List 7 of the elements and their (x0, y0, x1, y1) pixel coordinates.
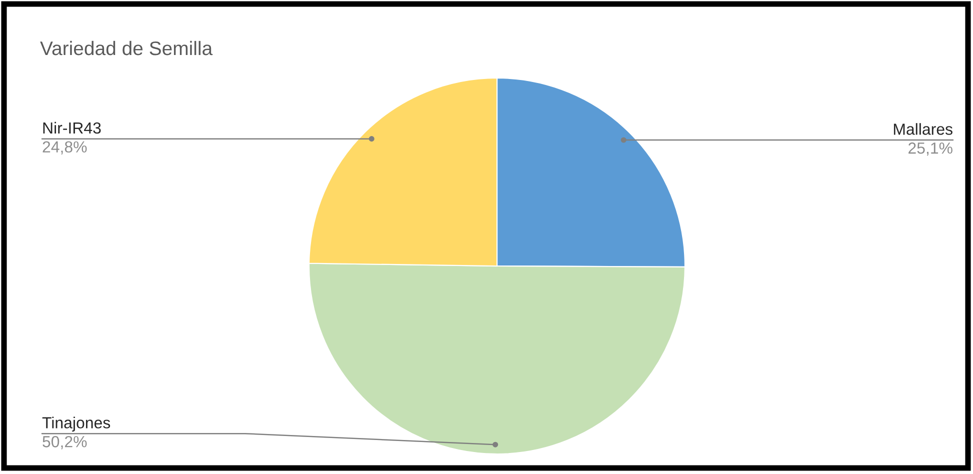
chart-title: Variedad de Semilla (40, 40, 213, 56)
data-label: 24,8% (42, 141, 87, 154)
slice-label: Nir-IR43 (43, 122, 101, 134)
data-label: 50,2% (42, 436, 87, 450)
data-label: 25,1% (908, 142, 952, 156)
slice-label: Tinajones (42, 416, 110, 432)
slice-label: Mallares (894, 123, 952, 135)
